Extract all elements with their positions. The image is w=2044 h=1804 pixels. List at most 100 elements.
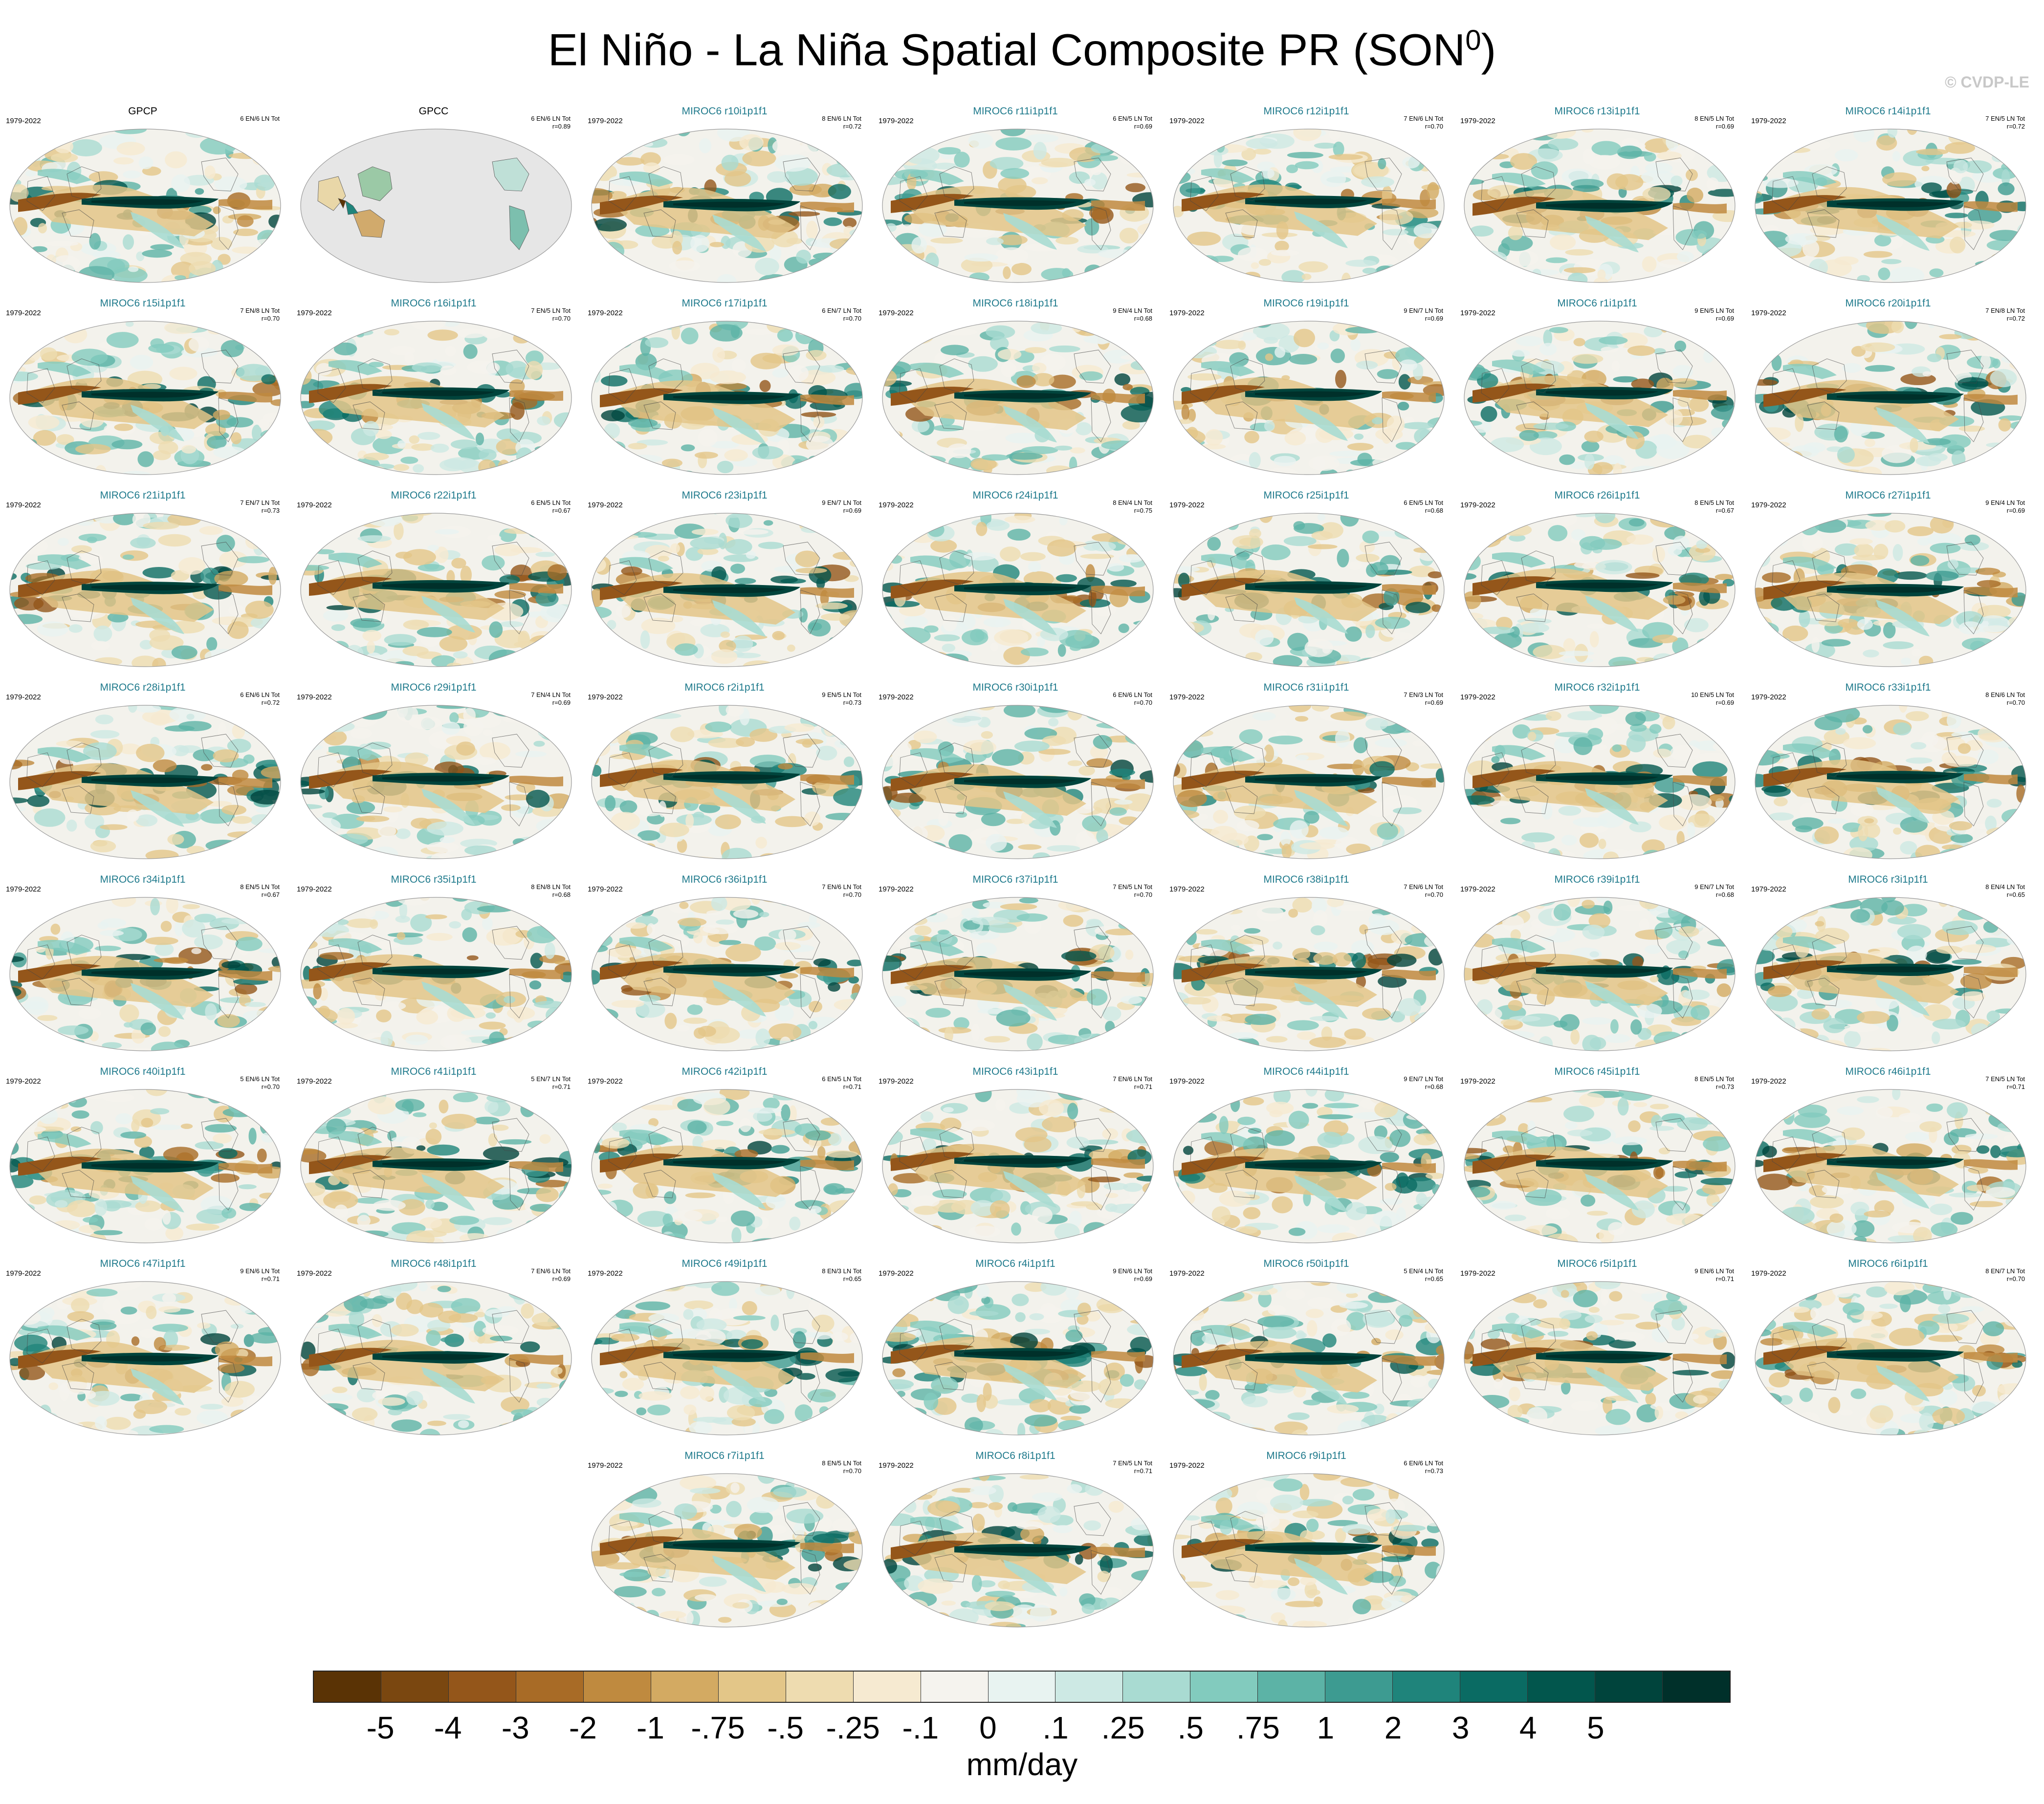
panel-title: MIROC6 r5i1p1f1: [1557, 1258, 1637, 1269]
colorbar-swatch: [1393, 1672, 1461, 1702]
colorbar-swatch: [1055, 1672, 1123, 1702]
panel-event-count: 7 EN/6 LN Tot: [1113, 1075, 1152, 1083]
panel-event-count: 8 EN/6 LN Tot: [1985, 691, 2025, 698]
panel-period: 1979-2022: [6, 501, 41, 509]
map-panel: MIROC6 r20i1p1f1 1979-2022 7 EN/8 LN Tot r=…: [1751, 297, 2026, 477]
panel-period: 1979-2022: [879, 693, 914, 701]
panel-period: 1979-2022: [879, 1461, 914, 1470]
colorbar-swatch: [786, 1672, 854, 1702]
panel-title: MIROC6 r38i1p1f1: [1263, 874, 1349, 885]
map: [300, 1089, 572, 1243]
map: [591, 321, 863, 475]
panel-title: MIROC6 r3i1p1f1: [1848, 874, 1928, 885]
panel-period: 1979-2022: [6, 885, 41, 893]
map-panel: GPCC 6 EN/6 LN Tot r=0.89: [297, 105, 572, 285]
panel-event-count: 9 EN/7 LN Tot: [822, 499, 861, 506]
panel-title: MIROC6 r6i1p1f1: [1848, 1258, 1928, 1269]
map-panel: MIROC6 r19i1p1f1 1979-2022 9 EN/7 LN Tot r=…: [1169, 297, 1445, 477]
colorbar-swatch: [1460, 1672, 1528, 1702]
map: [1173, 129, 1445, 283]
panel-title: MIROC6 r30i1p1f1: [972, 682, 1058, 693]
colorbar-tick-label: -.1: [902, 1710, 939, 1745]
panel-title: MIROC6 r19i1p1f1: [1263, 298, 1349, 309]
map-panel: MIROC6 r38i1p1f1 1979-2022 7 EN/6 LN Tot r=…: [1169, 873, 1445, 1053]
panel-period: 1979-2022: [1169, 117, 1205, 125]
panel-event-count: 6 EN/5 LN Tot: [822, 1075, 861, 1083]
map-panel: MIROC6 r1i1p1f1 1979-2022 9 EN/5 LN Tot r=0…: [1460, 297, 1736, 477]
title-superscript: 0: [1465, 24, 1481, 56]
panel-period: 1979-2022: [297, 1269, 332, 1278]
panel-title: MIROC6 r14i1p1f1: [1845, 106, 1931, 117]
panel-period: 1979-2022: [1460, 117, 1495, 125]
panel-correlation: r=0.89: [552, 123, 571, 130]
panel-event-count: 6 EN/6 LN Tot: [240, 115, 280, 122]
panel-title: MIROC6 r8i1p1f1: [975, 1450, 1055, 1461]
panel-event-count: 9 EN/7 LN Tot: [1694, 883, 1734, 891]
colorbar-swatch: [718, 1672, 786, 1702]
map-panel: MIROC6 r4i1p1f1 1979-2022 9 EN/6 LN Tot r=0…: [879, 1258, 1154, 1437]
panel-period: 1979-2022: [1751, 693, 1786, 701]
panel-correlation: r=0.67: [261, 891, 280, 898]
map: [1755, 705, 2026, 859]
colorbar-swatch: [1190, 1672, 1258, 1702]
map: [1173, 321, 1445, 475]
map: [9, 705, 281, 859]
map: [300, 129, 572, 283]
panel-correlation: r=0.71: [2006, 1083, 2025, 1090]
panel-correlation: r=0.68: [1425, 1083, 1443, 1090]
panel-title: MIROC6 r40i1p1f1: [100, 1066, 186, 1077]
map-panel: MIROC6 r41i1p1f1 1979-2022 5 EN/7 LN Tot r=…: [297, 1065, 572, 1245]
colorbar-tick-label: -1: [637, 1710, 664, 1745]
panel-title: MIROC6 r27i1p1f1: [1845, 490, 1931, 501]
panel-title: MIROC6 r10i1p1f1: [681, 106, 768, 117]
panel-correlation: r=0.69: [843, 507, 861, 514]
map: [1173, 897, 1445, 1051]
map: [882, 321, 1154, 475]
panel-event-count: 7 EN/6 LN Tot: [1404, 115, 1443, 122]
figure-title: El Niño - La Niña Spatial Composite PR (…: [0, 14, 2044, 77]
panel-event-count: 7 EN/5 LN Tot: [1985, 115, 2025, 122]
panel-period: 1979-2022: [588, 1461, 623, 1470]
map-panel: MIROC6 r32i1p1f1 1979-2022 10 EN/5 LN Tot r…: [1460, 681, 1736, 861]
colorbar-swatch: [651, 1672, 719, 1702]
colorbar-swatch: [516, 1672, 584, 1702]
panel-correlation: r=0.65: [843, 1275, 861, 1282]
panel-event-count: 8 EN/4 LN Tot: [1113, 499, 1152, 506]
map-panel: MIROC6 r8i1p1f1 1979-2022 7 EN/5 LN Tot r=0…: [879, 1450, 1154, 1630]
map: [9, 897, 281, 1051]
map-panel: MIROC6 r30i1p1f1 1979-2022 6 EN/6 LN Tot r=…: [879, 681, 1154, 861]
panel-title: MIROC6 r37i1p1f1: [972, 874, 1058, 885]
panel-correlation: r=0.73: [843, 699, 861, 706]
map-panel: MIROC6 r7i1p1f1 1979-2022 8 EN/5 LN Tot r=0…: [588, 1450, 863, 1630]
map-panel: MIROC6 r12i1p1f1 1979-2022 7 EN/6 LN Tot r=…: [1169, 105, 1445, 285]
map-panel: GPCP 1979-2022 6 EN/6 LN Tot: [6, 105, 281, 285]
panel-correlation: r=0.72: [2006, 123, 2025, 130]
map-panel: MIROC6 r23i1p1f1 1979-2022 9 EN/7 LN Tot r=…: [588, 489, 863, 669]
colorbar-tick-label: -5: [366, 1710, 395, 1745]
map-panel: MIROC6 r21i1p1f1 1979-2022 7 EN/7 LN Tot r=…: [6, 489, 281, 669]
panel-correlation: r=0.71: [843, 1083, 861, 1090]
map: [300, 705, 572, 859]
colorbar: [313, 1671, 1731, 1703]
panel-title: MIROC6 r50i1p1f1: [1263, 1258, 1349, 1269]
panel-event-count: 9 EN/7 LN Tot: [1404, 1075, 1443, 1083]
panel-title: MIROC6 r16i1p1f1: [391, 298, 477, 309]
map: [1464, 705, 1736, 859]
panel-correlation: r=0.73: [1425, 1467, 1443, 1475]
panel-title: MIROC6 r49i1p1f1: [681, 1258, 768, 1269]
map-panel: MIROC6 r48i1p1f1 1979-2022 7 EN/6 LN Tot r=…: [297, 1258, 572, 1437]
panel-correlation: r=0.68: [1134, 315, 1152, 322]
panel-period: 1979-2022: [1460, 501, 1495, 509]
map: [9, 321, 281, 475]
panel-title: MIROC6 r31i1p1f1: [1263, 682, 1349, 693]
map-panel: MIROC6 r15i1p1f1 1979-2022 7 EN/8 LN Tot r=…: [6, 297, 281, 477]
title-text: El Niño - La Niña Spatial Composite PR (…: [548, 25, 1466, 75]
panel-title: MIROC6 r43i1p1f1: [972, 1066, 1058, 1077]
panel-title: MIROC6 r46i1p1f1: [1845, 1066, 1931, 1077]
panel-title: MIROC6 r23i1p1f1: [681, 490, 768, 501]
panel-correlation: r=0.67: [1715, 507, 1734, 514]
panel-title: MIROC6 r35i1p1f1: [391, 874, 477, 885]
panel-event-count: 8 EN/5 LN Tot: [822, 1459, 861, 1467]
colorbar-ticks: -5 -4 -3 -2 -1 -.75 -.5 -.25 -.1 0 .1 .25 .5 .75 1 2 3 4 5: [313, 1708, 1731, 1747]
panel-event-count: 7 EN/7 LN Tot: [240, 499, 280, 506]
